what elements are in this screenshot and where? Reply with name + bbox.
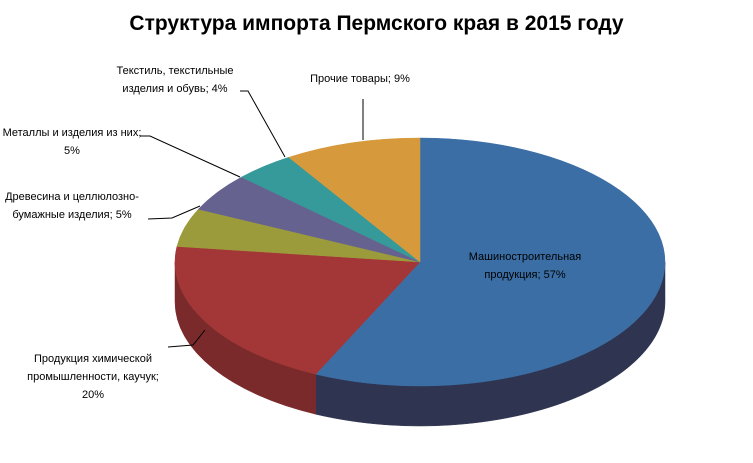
- leader-line-1: [167, 329, 206, 348]
- data-label-other: Прочие товары; 9%: [310, 73, 410, 85]
- data-label-chemical: Продукция химической промышленности, кау…: [27, 353, 159, 401]
- data-label-wood: Древесина и целлюлозно-бумажные изделия;…: [5, 191, 139, 221]
- data-label-metals: Металлы и изделия из них; 5%: [2, 127, 142, 157]
- leader-line-3: [140, 135, 241, 178]
- slice-top-5: [288, 137, 421, 263]
- slice-top-1: [174, 246, 421, 375]
- data-label-textile: Текстиль, текстильные изделия и обувь; 4…: [116, 65, 234, 95]
- chart-title: Структура импорта Пермского края в 2015 …: [129, 12, 624, 35]
- slice-top-0: [315, 137, 666, 387]
- data-label-machinery: Машиностроительная продукция; 57%: [468, 251, 582, 281]
- leader-line-2: [147, 205, 201, 220]
- leader-line-4: [240, 90, 286, 158]
